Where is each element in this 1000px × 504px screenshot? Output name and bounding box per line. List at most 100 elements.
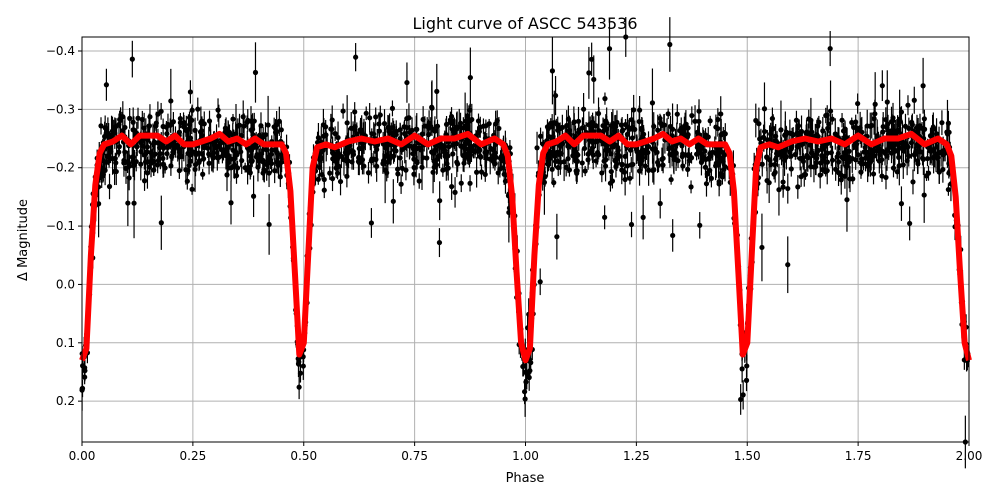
observation-point bbox=[655, 162, 662, 168]
observation-point bbox=[234, 165, 241, 171]
observation-point bbox=[321, 187, 327, 193]
observation-point bbox=[434, 88, 440, 95]
observation-point bbox=[793, 117, 800, 123]
observation-point bbox=[554, 234, 560, 240]
observation-point bbox=[646, 167, 652, 173]
observation-point bbox=[468, 147, 474, 153]
observation-point bbox=[713, 124, 719, 130]
observation-point bbox=[385, 159, 391, 165]
observation-point bbox=[153, 123, 159, 129]
observation-point bbox=[628, 221, 635, 228]
observation-point bbox=[579, 160, 585, 166]
observation-point bbox=[785, 262, 791, 268]
observation-point bbox=[353, 54, 359, 60]
observation-point bbox=[685, 152, 692, 159]
observation-point bbox=[628, 162, 634, 168]
observation-point bbox=[245, 117, 251, 123]
observation-point bbox=[457, 120, 464, 126]
observation-point bbox=[716, 181, 722, 187]
x-tick-label: 0.75 bbox=[401, 449, 428, 463]
observation-point bbox=[565, 143, 571, 149]
observation-point bbox=[187, 152, 193, 158]
observation-point bbox=[397, 155, 403, 161]
y-axis-label: Δ Magnitude bbox=[16, 199, 31, 281]
observation-point bbox=[694, 144, 700, 151]
observation-point bbox=[761, 128, 768, 135]
observation-point bbox=[141, 178, 148, 184]
observation-point bbox=[131, 200, 137, 206]
observation-point bbox=[224, 152, 230, 158]
observation-point bbox=[842, 126, 848, 132]
observation-point bbox=[855, 100, 861, 107]
observation-point bbox=[252, 69, 259, 76]
observation-point bbox=[410, 151, 416, 157]
observation-point bbox=[354, 131, 360, 137]
observation-point bbox=[296, 384, 302, 390]
observation-point bbox=[541, 179, 548, 185]
observation-point bbox=[141, 125, 147, 131]
observation-point bbox=[258, 151, 264, 157]
observation-point bbox=[253, 154, 259, 160]
observation-point bbox=[631, 107, 637, 113]
observation-point bbox=[253, 144, 260, 150]
observation-point bbox=[467, 74, 473, 81]
observation-point bbox=[376, 128, 383, 134]
observation-point bbox=[196, 159, 202, 166]
observation-point bbox=[106, 183, 113, 190]
observation-point bbox=[321, 176, 327, 183]
observation-point bbox=[103, 82, 110, 88]
observation-point bbox=[258, 123, 264, 129]
observation-point bbox=[670, 232, 676, 239]
observation-point bbox=[246, 164, 252, 170]
observation-point bbox=[332, 158, 338, 164]
observation-point bbox=[586, 150, 592, 156]
observation-point bbox=[401, 124, 407, 130]
observation-point bbox=[898, 109, 905, 115]
observation-point bbox=[147, 149, 154, 156]
observation-point bbox=[434, 156, 440, 162]
y-tick-label: 0.2 bbox=[56, 394, 75, 408]
observation-point bbox=[858, 159, 864, 166]
observation-point bbox=[896, 154, 902, 160]
observation-point bbox=[696, 118, 702, 124]
observation-point bbox=[846, 159, 852, 165]
observation-point bbox=[411, 171, 417, 177]
observation-point bbox=[896, 145, 902, 151]
observation-point bbox=[798, 128, 805, 135]
x-axis: 0.00 0.25 0.50 0.75 1.00 1.25 1.50 1.75 2.00 bbox=[69, 442, 982, 463]
observation-point bbox=[476, 146, 482, 152]
observation-point bbox=[738, 396, 744, 403]
observation-point bbox=[418, 147, 424, 153]
observation-point bbox=[414, 160, 420, 166]
observation-point bbox=[844, 197, 850, 203]
observation-point bbox=[795, 123, 802, 129]
observation-point bbox=[849, 119, 855, 126]
observation-point bbox=[158, 220, 164, 226]
observation-point bbox=[260, 170, 266, 176]
observation-point bbox=[336, 152, 342, 158]
observation-point bbox=[599, 170, 605, 176]
observation-point bbox=[406, 115, 412, 121]
observation-point bbox=[467, 180, 473, 186]
observation-point bbox=[169, 153, 175, 159]
observation-point bbox=[477, 124, 483, 130]
observation-point bbox=[537, 133, 544, 139]
observation-point bbox=[753, 117, 759, 124]
observation-point bbox=[828, 150, 834, 156]
observation-point bbox=[743, 377, 750, 383]
observation-point bbox=[382, 167, 388, 173]
observation-point bbox=[395, 166, 401, 172]
observation-point bbox=[822, 141, 829, 148]
observation-point bbox=[497, 166, 503, 172]
observation-point bbox=[606, 147, 612, 153]
observation-point bbox=[211, 141, 217, 148]
observation-point bbox=[450, 151, 456, 157]
observation-point bbox=[129, 56, 135, 62]
observation-point bbox=[403, 167, 409, 173]
observation-point bbox=[150, 141, 157, 147]
observation-point bbox=[593, 158, 599, 164]
observation-point bbox=[920, 83, 926, 89]
observation-point bbox=[637, 107, 643, 113]
observation-point bbox=[657, 115, 663, 122]
observation-point bbox=[615, 151, 621, 157]
